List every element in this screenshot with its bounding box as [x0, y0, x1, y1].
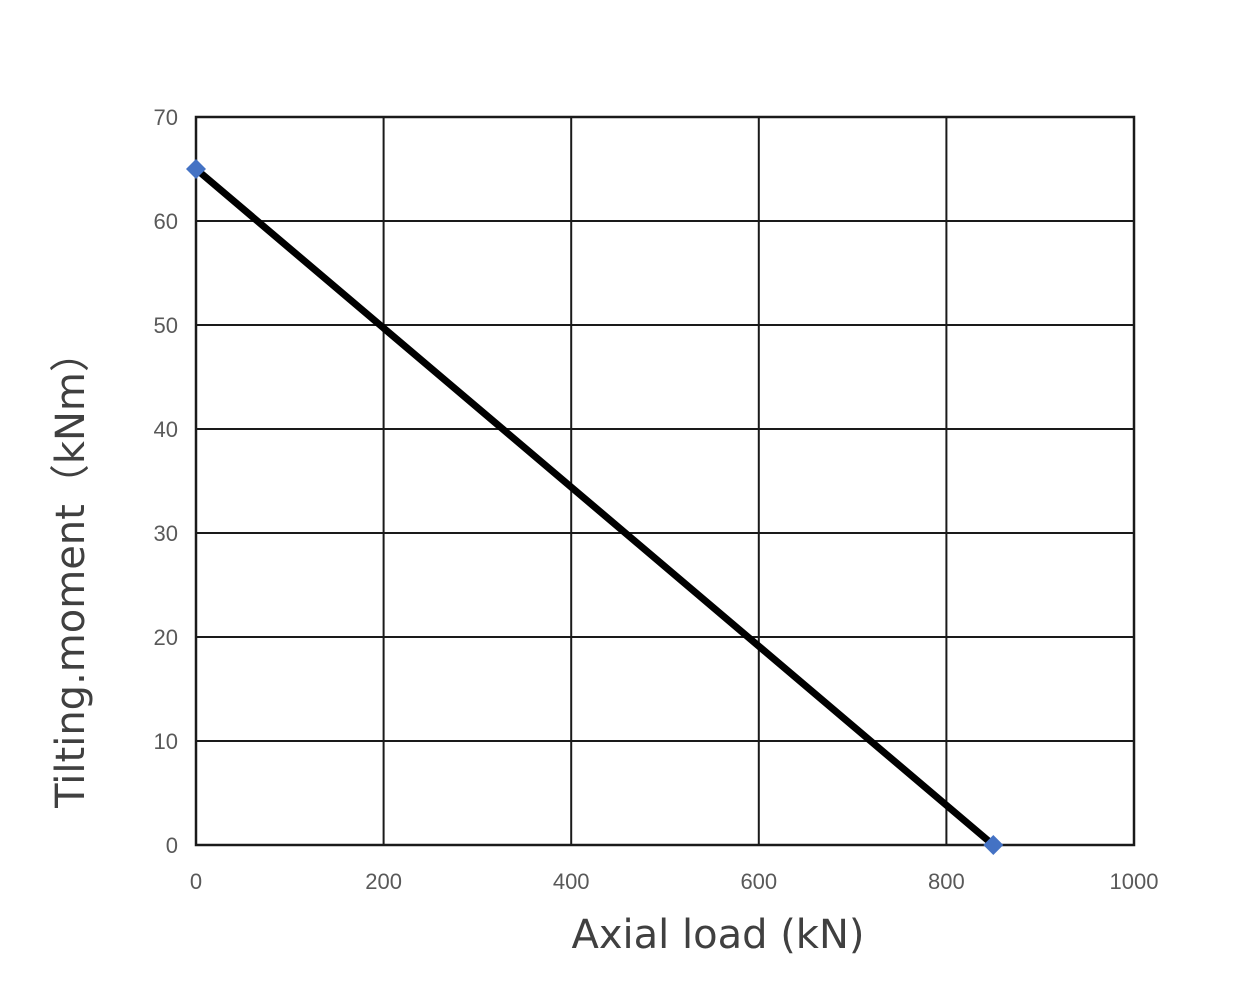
- y-axis-ticks: 0 10 20 30 40 50 60 70: [154, 105, 178, 858]
- plot-area-frame: [194, 115, 1136, 847]
- y-axis-title: Tilting.moment（kNm）: [48, 332, 94, 809]
- x-tick-label: 800: [928, 869, 965, 894]
- x-tick-label: 600: [740, 869, 777, 894]
- x-tick-label: 0: [190, 869, 202, 894]
- y-tick-label: 70: [154, 105, 178, 130]
- y-tick-label: 20: [154, 625, 178, 650]
- data-point-marker: [983, 835, 1004, 855]
- y-tick-label: 0: [166, 833, 178, 858]
- series-line: [192, 165, 997, 849]
- series-layer: [192, 165, 997, 849]
- x-axis-title: Axial load (kN): [572, 912, 865, 958]
- y-tick-label: 50: [154, 313, 178, 338]
- grid: [195, 116, 1135, 846]
- x-tick-label: 400: [553, 869, 590, 894]
- marker-layer: [186, 159, 1004, 855]
- x-tick-label: 1000: [1110, 869, 1159, 894]
- x-tick-label: 200: [365, 869, 402, 894]
- y-tick-label: 10: [154, 729, 178, 754]
- x-axis-ticks: 0 200 400 600 800 1000: [190, 869, 1159, 894]
- y-tick-label: 40: [154, 417, 178, 442]
- y-tick-label: 30: [154, 521, 178, 546]
- data-point-marker: [186, 159, 206, 179]
- y-tick-label: 60: [154, 209, 178, 234]
